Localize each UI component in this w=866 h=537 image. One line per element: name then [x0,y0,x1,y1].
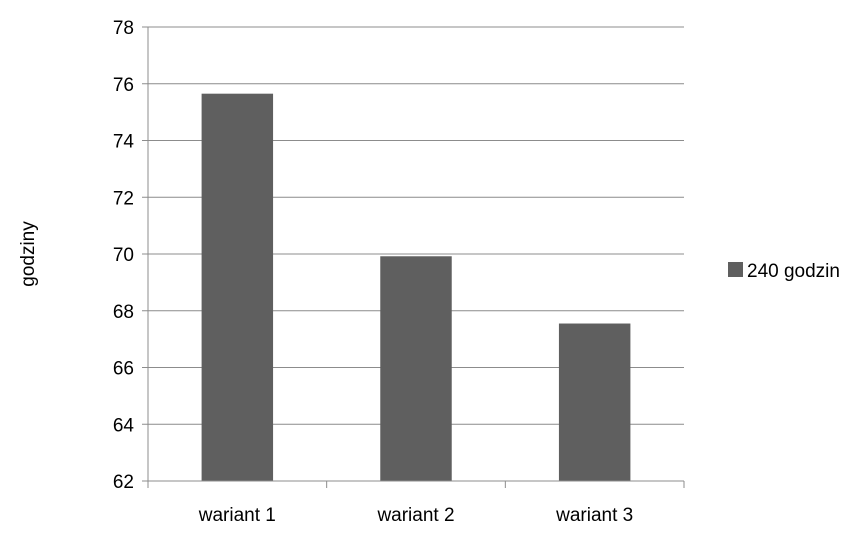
bar-3 [558,323,631,481]
y-tick-label: 70 [113,245,134,266]
x-tick-label: wariant 1 [198,505,276,526]
legend-swatch [728,262,743,277]
legend-label: 240 godzin [747,261,840,282]
y-tick-label: 76 [113,75,134,96]
y-tick-label: 72 [113,188,134,209]
bar-2 [380,256,452,481]
legend: 240 godzin [728,261,840,282]
bars [201,93,631,482]
x-tick-label: wariant 3 [555,505,633,526]
axes [147,27,684,482]
y-tick-label: 62 [113,472,134,493]
x-tick-labels: wariant 1 wariant 2 wariant 3 [198,505,633,526]
y-tick-label: 78 [113,18,134,39]
y-axis-title: godziny [18,221,39,287]
y-tick-labels: 62 64 66 68 70 72 74 76 78 [113,18,135,493]
y-tick-label: 68 [113,302,134,323]
y-tick-label: 74 [113,132,135,153]
bar-1 [201,93,274,482]
y-tick-label: 64 [113,415,135,436]
y-tick-label: 66 [113,359,134,380]
x-tick-label: wariant 2 [376,505,454,526]
